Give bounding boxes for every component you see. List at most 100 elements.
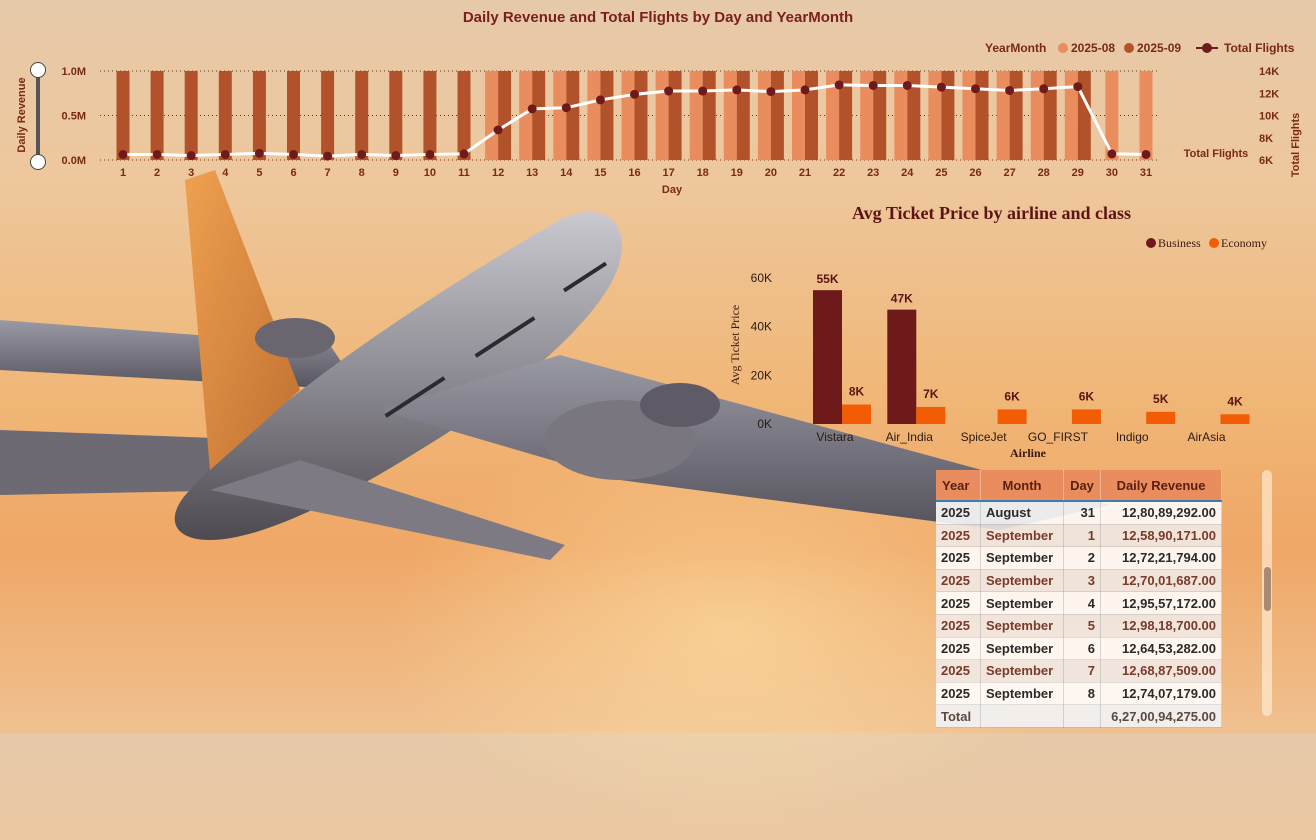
table-row[interactable]: 2025 September 2 12,72,21,794.00 — [936, 546, 1222, 570]
total-flights-point[interactable] — [186, 151, 196, 161]
total-flights-point[interactable] — [323, 151, 333, 161]
bar-2025-08[interactable] — [553, 71, 567, 160]
bar-2025-09[interactable] — [287, 71, 300, 160]
bar-2025-09[interactable] — [600, 71, 614, 160]
bar-economy[interactable] — [842, 404, 871, 424]
bar-2025-09[interactable] — [668, 71, 682, 160]
bar-2025-09[interactable] — [770, 71, 784, 160]
table-row[interactable]: 2025 August 31 12,80,89,292.00 — [936, 501, 1222, 525]
table-row[interactable]: 2025 September 6 12,64,53,282.00 — [936, 637, 1222, 661]
header-day[interactable]: Day — [1063, 470, 1101, 502]
total-flights-point[interactable] — [766, 87, 776, 97]
header-year[interactable]: Year — [936, 470, 981, 502]
table-row[interactable]: 2025 September 3 12,70,01,687.00 — [936, 569, 1222, 593]
total-flights-point[interactable] — [834, 80, 844, 90]
bar-2025-09[interactable] — [498, 71, 512, 160]
bar-2025-08[interactable] — [1064, 71, 1078, 160]
bar-economy[interactable] — [916, 406, 946, 424]
header-daily-revenue[interactable]: Daily Revenue — [1100, 470, 1222, 502]
bar-business[interactable] — [887, 309, 917, 424]
bar-2025-09[interactable] — [355, 71, 369, 160]
total-flights-point[interactable] — [1107, 149, 1117, 159]
total-flights-point[interactable] — [118, 149, 128, 159]
bar-2025-08[interactable] — [826, 71, 840, 160]
total-flights-point[interactable] — [357, 149, 367, 159]
bar-2025-09[interactable] — [116, 71, 130, 160]
bar-2025-09[interactable] — [532, 71, 546, 160]
total-flights-point[interactable] — [698, 86, 708, 96]
bar-2025-09[interactable] — [423, 71, 437, 160]
bar-2025-08[interactable] — [723, 71, 737, 160]
total-flights-point[interactable] — [289, 149, 298, 159]
bar-2025-09[interactable] — [873, 71, 887, 160]
total-flights-point[interactable] — [902, 80, 912, 90]
total-flights-point[interactable] — [800, 85, 810, 95]
total-flights-point[interactable] — [1005, 85, 1015, 95]
bar-2025-08[interactable] — [587, 71, 601, 160]
total-flights-point[interactable] — [527, 104, 537, 114]
total-flights-point[interactable] — [493, 125, 503, 135]
bar-2025-08[interactable] — [655, 71, 669, 160]
bar-2025-09[interactable] — [1043, 71, 1057, 160]
legend-2025-09[interactable]: 2025-09 — [1137, 41, 1181, 55]
total-flights-point[interactable] — [971, 84, 980, 94]
bar-2025-09[interactable] — [1009, 71, 1023, 160]
total-flights-point[interactable] — [391, 151, 401, 161]
bar-2025-09[interactable] — [805, 71, 818, 160]
bar-economy[interactable] — [1220, 414, 1250, 424]
table-row[interactable]: 2025 September 4 12,95,57,172.00 — [936, 591, 1222, 615]
bar-2025-09[interactable] — [321, 71, 335, 160]
bar-2025-08[interactable] — [757, 71, 771, 160]
total-flights-point[interactable] — [1141, 149, 1151, 159]
legend-economy[interactable]: Economy — [1221, 236, 1267, 250]
total-flights-point[interactable] — [459, 149, 469, 159]
bar-2025-09[interactable] — [389, 71, 403, 160]
table-row[interactable]: 2025 September 7 12,68,87,509.00 — [936, 659, 1222, 683]
total-flights-point[interactable] — [425, 149, 435, 159]
legend-2025-08[interactable]: 2025-08 — [1071, 41, 1115, 55]
slider-top-handle[interactable] — [30, 62, 46, 78]
table-row[interactable]: 2025 September 1 12,58,90,171.00 — [936, 524, 1222, 548]
bar-2025-09[interactable] — [736, 71, 750, 160]
bar-2025-08[interactable] — [894, 71, 908, 160]
bar-2025-09[interactable] — [252, 71, 266, 160]
header-month[interactable]: Month — [980, 470, 1064, 502]
total-flights-point[interactable] — [1039, 84, 1049, 94]
bar-2025-08[interactable] — [519, 71, 533, 160]
total-flights-point[interactable] — [254, 148, 264, 158]
bar-2025-08[interactable] — [689, 71, 703, 160]
bar-business[interactable] — [813, 290, 842, 424]
total-flights-point[interactable] — [630, 89, 639, 99]
bar-2025-09[interactable] — [566, 71, 580, 160]
total-flights-point[interactable] — [152, 149, 162, 159]
total-flights-point[interactable] — [561, 103, 571, 113]
bar-2025-09[interactable] — [907, 71, 921, 160]
total-flights-point[interactable] — [595, 95, 605, 105]
bar-2025-09[interactable] — [218, 71, 232, 160]
bar-2025-08[interactable] — [621, 71, 635, 160]
bar-2025-09[interactable] — [150, 71, 164, 160]
bar-2025-08[interactable] — [485, 71, 499, 160]
total-flights-point[interactable] — [868, 80, 878, 90]
legend-business[interactable]: Business — [1158, 236, 1201, 250]
bar-2025-08[interactable] — [962, 71, 976, 160]
table-scrollbar-thumb[interactable] — [1264, 567, 1271, 611]
total-flights-point[interactable] — [664, 86, 674, 96]
bar-2025-08[interactable] — [1105, 71, 1119, 160]
total-flights-point[interactable] — [936, 82, 946, 92]
bar-2025-09[interactable] — [975, 71, 989, 160]
bar-2025-09[interactable] — [839, 71, 853, 160]
table-row[interactable]: 2025 September 8 12,74,07,179.00 — [936, 682, 1222, 706]
bar-2025-09[interactable] — [457, 71, 471, 160]
total-flights-point[interactable] — [732, 85, 742, 95]
bar-2025-09[interactable] — [941, 71, 955, 160]
legend-total-flights[interactable]: Total Flights — [1224, 41, 1295, 55]
bar-2025-09[interactable] — [702, 71, 716, 160]
table-row[interactable]: 2025 September 5 12,98,18,700.00 — [936, 614, 1222, 638]
bar-2025-08[interactable] — [928, 71, 942, 160]
bar-2025-09[interactable] — [184, 71, 198, 160]
bar-2025-08[interactable] — [996, 71, 1010, 160]
bar-economy[interactable] — [997, 409, 1027, 424]
slider-bottom-handle[interactable] — [30, 154, 46, 170]
bar-2025-08[interactable] — [1139, 71, 1153, 160]
